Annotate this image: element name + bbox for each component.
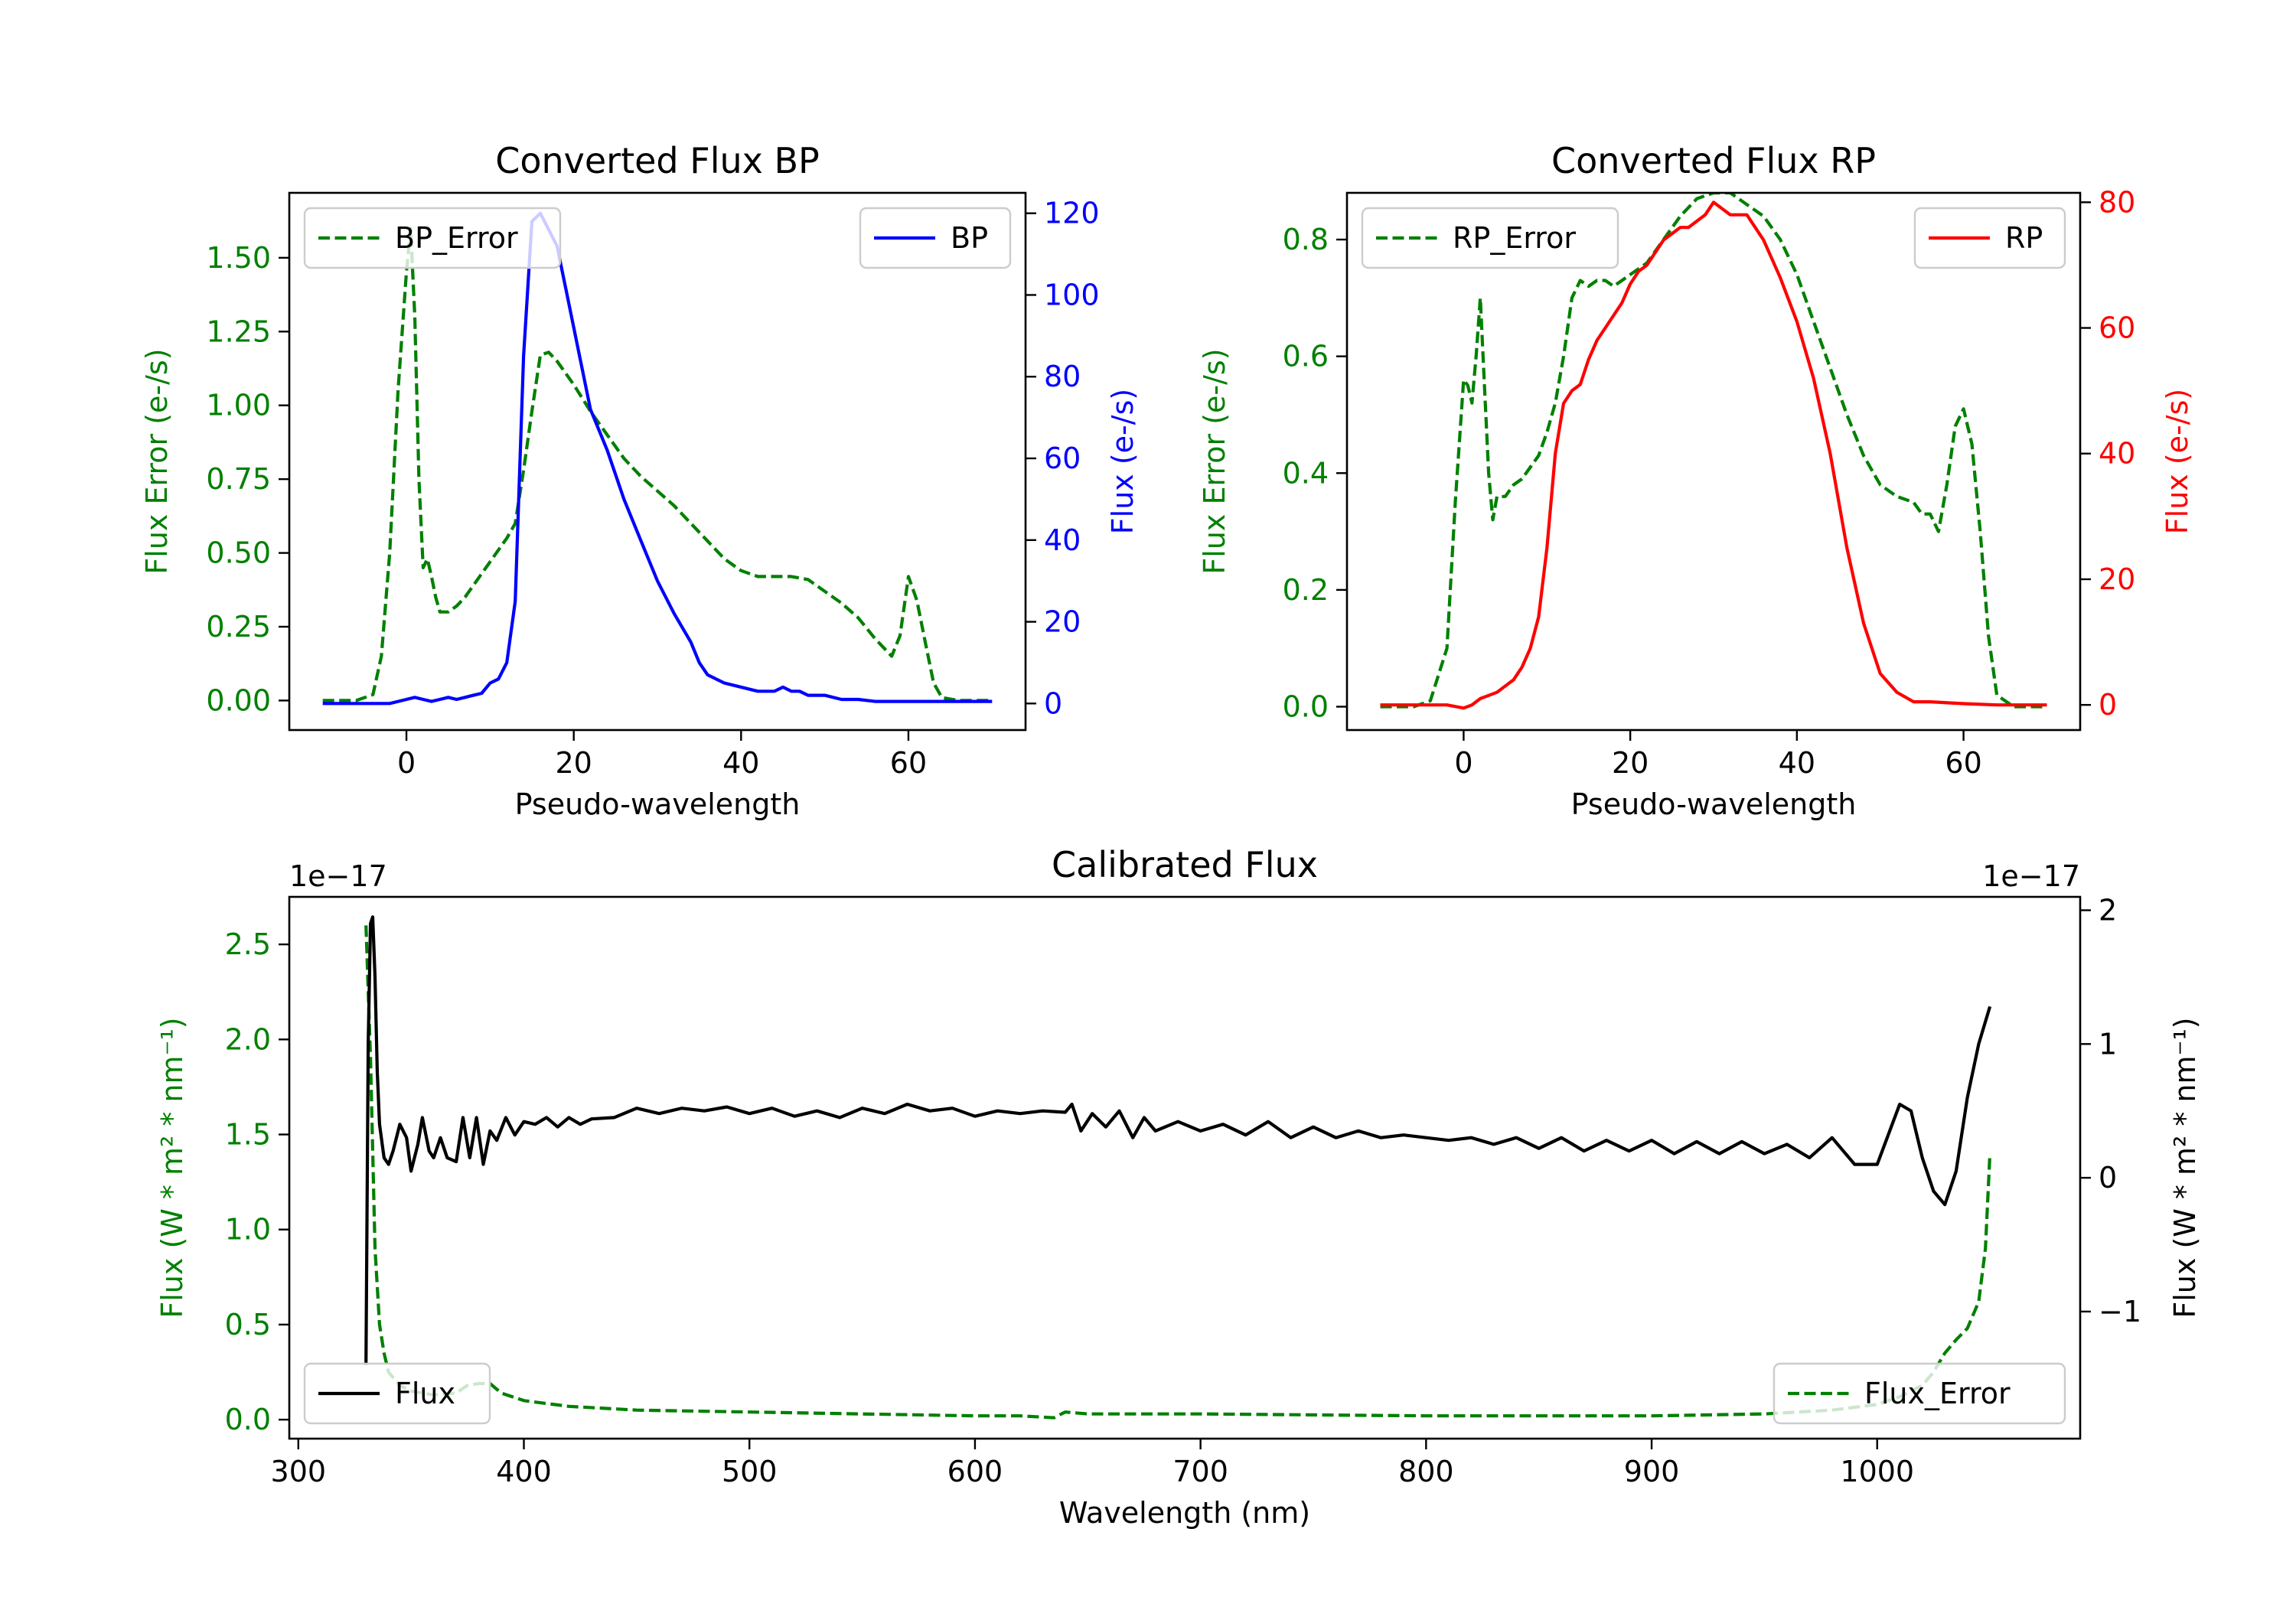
series-line-rp bbox=[1380, 200, 2047, 710]
x-tick-label: 60 bbox=[890, 746, 927, 780]
y-left-tick-label: 0.25 bbox=[206, 610, 271, 644]
legend-box bbox=[1773, 1362, 2066, 1425]
chart-title: Calibrated Flux bbox=[1052, 844, 1318, 885]
y-right-tick-label: −1 bbox=[2099, 1295, 2141, 1328]
y-left-tick-label: 2.0 bbox=[225, 1022, 271, 1056]
series-line-rp-error bbox=[1380, 193, 2047, 709]
y-right-tick-label: 20 bbox=[2099, 562, 2135, 596]
legend-right: BP bbox=[859, 207, 1012, 269]
series-line-bp bbox=[322, 211, 993, 706]
chart-rp: Converted Flux RP 0 20 40 60 0.0 0.2 0.4 0.6 0.8 0… bbox=[1198, 140, 2194, 821]
x-tick-label: 0 bbox=[1454, 746, 1473, 780]
y-left-tick-label: 0.50 bbox=[206, 536, 271, 570]
x-tick-label: 40 bbox=[1779, 746, 1815, 780]
y-right-tick-label: 80 bbox=[2099, 185, 2135, 219]
y-left-axis-label: Flux Error (e-/s) bbox=[1198, 348, 1231, 574]
y-left-tick-label: 0.75 bbox=[206, 462, 271, 496]
axes-frame bbox=[1345, 191, 2082, 732]
x-tick-label: 20 bbox=[1612, 746, 1649, 780]
x-tick-label: 600 bbox=[947, 1455, 1003, 1488]
x-tick-label: 0 bbox=[397, 746, 416, 780]
y-right-tick-label: 80 bbox=[1044, 360, 1081, 393]
x-tick-label: 700 bbox=[1172, 1455, 1228, 1488]
y-right-tick-label: 60 bbox=[1044, 442, 1081, 475]
y-right-tick-label: 20 bbox=[1044, 605, 1081, 639]
legend-label: RP bbox=[2005, 221, 2043, 255]
y-left-tick-label: 0.8 bbox=[1283, 223, 1329, 256]
y-left-tick-label: 1.00 bbox=[206, 389, 271, 422]
y-right-tick-label: 0 bbox=[2099, 688, 2117, 722]
chart-calibrated: Calibrated Flux 300 400 500 600 700 800 900 1000… bbox=[155, 844, 2202, 1530]
axes-frame bbox=[288, 895, 2082, 1440]
legend-label: RP_Error bbox=[1453, 221, 1576, 255]
series-line-flux bbox=[364, 915, 1992, 1365]
y-right-tick-label: 2 bbox=[2099, 893, 2117, 927]
y-left-tick-label: 0.00 bbox=[206, 683, 271, 717]
x-axis-label: Pseudo-wavelength bbox=[1571, 787, 1857, 821]
y-right-tick-label: 60 bbox=[2099, 311, 2135, 345]
legend-label: Flux_Error bbox=[1864, 1377, 2011, 1410]
legend-box bbox=[303, 1362, 491, 1425]
offset-text-right: 1e−17 bbox=[1982, 859, 2080, 893]
y-left-tick-label: 0.2 bbox=[1283, 573, 1329, 607]
legend-label: BP_Error bbox=[395, 221, 518, 255]
x-tick-label: 800 bbox=[1398, 1455, 1454, 1488]
y-right-axis-label: Flux (W * m² * nm⁻¹) bbox=[2168, 1017, 2202, 1318]
y-left-tick-label: 0.6 bbox=[1283, 340, 1329, 373]
chart-title: Converted Flux BP bbox=[495, 140, 820, 181]
y-left-tick-label: 1.5 bbox=[225, 1118, 271, 1152]
axes-frame bbox=[288, 191, 1027, 732]
legend-right: RP bbox=[1913, 207, 2066, 269]
x-tick-label: 900 bbox=[1624, 1455, 1680, 1488]
x-tick-label: 40 bbox=[722, 746, 759, 780]
legend-box bbox=[303, 207, 562, 269]
legend-label: Flux bbox=[395, 1377, 455, 1410]
x-tick-label: 1000 bbox=[1840, 1455, 1914, 1488]
legend-label: BP bbox=[951, 221, 988, 255]
y-right-tick-label: 0 bbox=[2099, 1161, 2117, 1195]
y-left-tick-label: 0.5 bbox=[225, 1308, 271, 1341]
legend-right: Flux_Error bbox=[1773, 1362, 2066, 1425]
y-left-axis-label: Flux (W * m² * nm⁻¹) bbox=[155, 1017, 189, 1318]
x-tick-label: 300 bbox=[271, 1455, 327, 1488]
y-right-tick-label: 40 bbox=[2099, 437, 2135, 471]
y-right-axis-label: Flux (e-/s) bbox=[1106, 389, 1140, 534]
series-group bbox=[1380, 193, 2047, 710]
y-left-tick-label: 0.0 bbox=[1283, 689, 1329, 723]
y-left-tick-label: 0.4 bbox=[1283, 456, 1329, 490]
y-left-tick-label: 1.50 bbox=[206, 241, 271, 275]
y-left-tick-label: 0.0 bbox=[225, 1403, 271, 1436]
legend-left: Flux bbox=[303, 1362, 491, 1425]
y-right-tick-label: 0 bbox=[1044, 686, 1062, 720]
legend-box bbox=[1361, 207, 1619, 269]
y-right-tick-label: 100 bbox=[1044, 278, 1100, 311]
x-tick-label: 500 bbox=[722, 1455, 778, 1488]
x-tick-label: 60 bbox=[1945, 746, 1981, 780]
series-group bbox=[322, 211, 993, 706]
x-axis-label: Pseudo-wavelength bbox=[515, 787, 801, 821]
y-left-tick-label: 1.0 bbox=[225, 1213, 271, 1247]
series-line-bp-error bbox=[322, 227, 993, 702]
y-right-tick-label: 120 bbox=[1044, 197, 1100, 230]
y-right-tick-label: 40 bbox=[1044, 523, 1081, 557]
x-tick-label: 20 bbox=[556, 746, 592, 780]
y-right-axis-label: Flux (e-/s) bbox=[2161, 389, 2194, 534]
y-left-tick-label: 2.5 bbox=[225, 927, 271, 961]
y-right-tick-label: 1 bbox=[2099, 1027, 2117, 1061]
y-left-axis-label: Flux Error (e-/s) bbox=[140, 348, 174, 574]
offset-text-left: 1e−17 bbox=[289, 859, 387, 893]
chart-bp: Converted Flux BP 0 20 40 60 0.00 0.25 0.50 0.75… bbox=[140, 140, 1140, 821]
x-axis-label: Wavelength (nm) bbox=[1059, 1496, 1310, 1530]
legend-left: RP_Error bbox=[1361, 207, 1619, 269]
x-tick-label: 400 bbox=[496, 1455, 552, 1488]
chart-title: Converted Flux RP bbox=[1551, 140, 1876, 181]
y-left-tick-label: 1.25 bbox=[206, 315, 271, 348]
legend-left: BP_Error bbox=[303, 207, 562, 269]
